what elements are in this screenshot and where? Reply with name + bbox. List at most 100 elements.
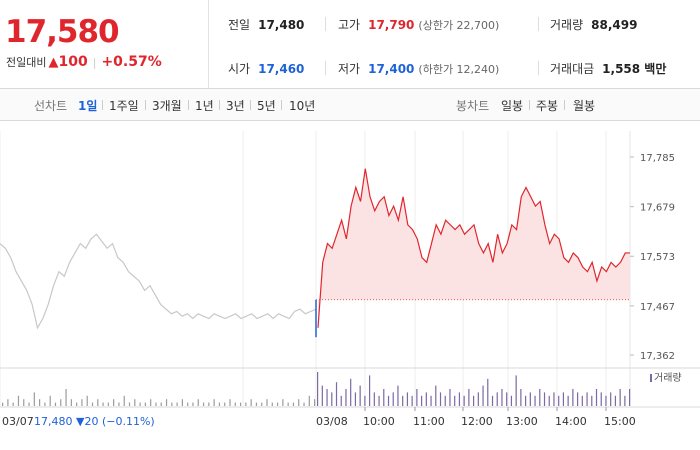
volume-bar (276, 402, 279, 406)
volume-bar (128, 402, 131, 406)
volume-bar (572, 389, 574, 406)
volume-bar (287, 402, 289, 406)
volume-bar (17, 395, 20, 406)
time-tick-label: 12:00 (461, 415, 493, 428)
volume-bar (364, 395, 366, 406)
volume-bar (525, 395, 527, 406)
candle-daily-tab[interactable]: 일봉 (501, 99, 524, 113)
volume-bar (176, 402, 178, 406)
divider (538, 17, 539, 31)
volume-bar (326, 389, 328, 406)
volume-bar (387, 395, 390, 406)
volume-bar (181, 399, 183, 406)
prev-day-close-label: 17,480 ▼20 (−0.11%) (34, 415, 155, 428)
volume-bar (605, 395, 607, 406)
period-10y-tab[interactable]: 10년 (289, 99, 316, 113)
volume-bar (567, 395, 569, 406)
volume-bar (335, 382, 338, 406)
volume-bar (506, 392, 508, 406)
volume-bar (553, 392, 555, 406)
period-1w-tab[interactable]: 1주일 (109, 99, 139, 113)
divider (325, 17, 326, 31)
low-value: 17,400 (368, 62, 415, 76)
volume-bar (425, 392, 427, 406)
volume-bar (292, 402, 295, 406)
volume-bar (317, 372, 319, 406)
up-arrow-icon: ▲ (48, 54, 59, 70)
volume-bar (577, 392, 579, 406)
volume-bar (439, 392, 442, 406)
volume-bar (350, 378, 352, 406)
volume-bar (619, 389, 621, 406)
volume-bar (586, 392, 588, 406)
volume-label: 거래량 (550, 18, 584, 32)
volume-bar (406, 392, 409, 406)
volume-bar (331, 392, 333, 406)
amount-label: 거래대금 (550, 62, 595, 76)
y-tick-label: 17,362 (640, 351, 675, 362)
volume-bar (187, 402, 189, 406)
today-series-line (317, 168, 630, 328)
period-5y-tab[interactable]: 5년 (257, 99, 276, 113)
today-date-label: 03/08 (316, 415, 348, 428)
time-tick-label: 14:00 (555, 415, 587, 428)
volume-bar (70, 399, 72, 406)
volume-bar (44, 402, 46, 406)
prev-day-price-line (0, 233, 317, 330)
candle-weekly-tab[interactable]: 주봉 (536, 99, 559, 113)
today-price-area (315, 168, 630, 338)
volume-bar (496, 392, 498, 406)
period-1y-tab[interactable]: 1년 (195, 99, 214, 113)
price-axis-ticks: 17,785 17,679 17,573 17,467 17,362 (630, 153, 675, 362)
today-area-fill (318, 168, 630, 328)
volume-legend-swatch (650, 374, 652, 382)
divider (188, 100, 189, 110)
current-price: 17,580 (5, 14, 120, 50)
volume-bar (255, 402, 258, 406)
high-label: 고가 (338, 18, 361, 32)
volume-legend: 거래량 (654, 372, 682, 384)
open-stat: 시가 17,460 (228, 60, 304, 77)
volume-bar (12, 402, 14, 406)
volume-bar (150, 399, 152, 406)
y-tick-label: 17,573 (640, 252, 675, 263)
volume-bar (591, 395, 593, 406)
volume-bar (402, 395, 404, 406)
volume-bar (218, 402, 221, 406)
volume-value: 88,499 (591, 18, 638, 32)
volume-bar (107, 402, 109, 406)
quote-header: 17,580 전일대비 ▲ 100 | +0.57% 전일 17,480 고가 … (0, 0, 700, 89)
volume-bar (614, 395, 617, 406)
change-divider: | (92, 55, 97, 69)
prev-day-series-line (0, 233, 317, 330)
volume-bar (520, 389, 522, 406)
volume-bar (468, 389, 470, 406)
period-3y-tab[interactable]: 3년 (226, 99, 245, 113)
volume-stat: 거래량 88,499 (550, 16, 637, 33)
volume-bar (229, 399, 231, 406)
divider (529, 100, 530, 110)
volume-bar (449, 389, 451, 406)
prev-close-label: 전일 (228, 18, 251, 32)
volume-bar (33, 392, 35, 406)
volume-bar (444, 395, 446, 406)
volume-bar (49, 395, 51, 406)
volume-bar (510, 395, 513, 406)
volume-bar (454, 395, 456, 406)
volume-bar (482, 385, 484, 406)
candle-chart-label: 봉차트 (456, 99, 490, 113)
volume-bar (378, 395, 380, 406)
upper-limit: (상한가 22,700) (418, 19, 500, 32)
time-tick-label: 10:00 (363, 415, 395, 428)
divider (538, 61, 539, 75)
candle-monthly-tab[interactable]: 월봉 (573, 99, 596, 113)
period-1d-tab[interactable]: 1일 (78, 99, 98, 113)
volume-bar (165, 399, 168, 406)
volume-bar (160, 402, 162, 406)
volume-bar (369, 375, 371, 406)
volume-bar (435, 385, 437, 406)
divider (325, 61, 326, 75)
volume-bar (373, 392, 375, 406)
volume-bar (463, 395, 465, 406)
period-3m-tab[interactable]: 3개월 (152, 99, 182, 113)
